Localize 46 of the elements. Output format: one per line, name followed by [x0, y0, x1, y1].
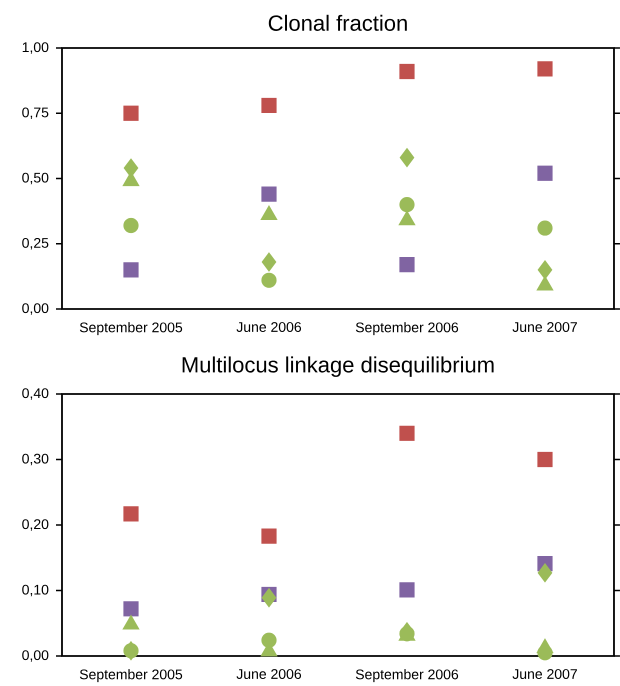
y-tick-label: 0,00: [22, 650, 48, 662]
y-tick-label: 0,40: [22, 388, 48, 400]
point: [537, 452, 553, 468]
point: [537, 166, 553, 181]
x-tick-label: September 2005: [80, 322, 182, 336]
point: [399, 582, 415, 598]
y-tick-label: 0,00: [22, 303, 48, 315]
point: [537, 645, 553, 660]
point: [261, 186, 277, 202]
x-tick-label: June 2006: [236, 322, 302, 332]
chart-title: Clonal fraction: [268, 14, 407, 31]
point: [261, 98, 277, 114]
x-tick-label: June 2007: [512, 322, 577, 332]
point: [399, 196, 415, 212]
point: [399, 64, 415, 80]
point: [123, 218, 139, 234]
y-tick-label: 0,10: [22, 584, 48, 596]
y-tick-label: 0,25: [22, 238, 48, 250]
point: [123, 506, 139, 522]
y-tick-label: 0,30: [22, 454, 48, 466]
point: [399, 257, 415, 272]
point: [538, 260, 552, 280]
y-tick-label: 1,00: [22, 42, 48, 54]
point: [262, 588, 276, 608]
x-tick-label: September 2006: [356, 322, 458, 336]
y-tick-label: 0,50: [22, 172, 48, 184]
point: [123, 601, 139, 616]
point: [123, 262, 139, 278]
y-tick-label: 0,20: [22, 519, 48, 531]
point: [399, 426, 415, 441]
point: [123, 643, 139, 658]
x-tick-label: September 2005: [80, 669, 182, 682]
point: [261, 632, 277, 648]
point: [262, 252, 276, 272]
x-tick-label: June 2006: [236, 669, 302, 679]
point: [261, 272, 277, 288]
x-tick-label: June 2007: [512, 669, 577, 679]
y-tick-label: 0,75: [22, 107, 48, 120]
point: [537, 61, 553, 76]
chart-title: Multilocus linkage disequilibrium: [182, 356, 494, 377]
x-tick-label: September 2006: [356, 669, 458, 682]
point: [123, 106, 139, 121]
point: [537, 220, 553, 236]
point: [261, 528, 277, 544]
point: [400, 148, 414, 168]
point: [538, 563, 552, 582]
